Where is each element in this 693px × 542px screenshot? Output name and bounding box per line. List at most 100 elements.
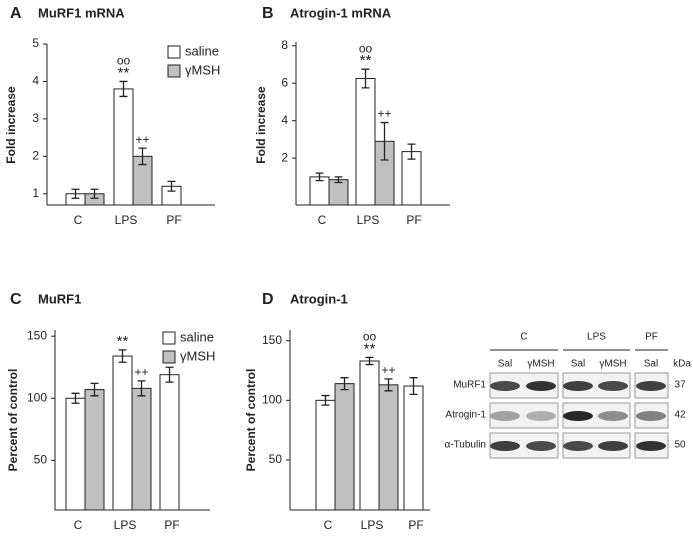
panel-letter: A [10,5,22,22]
chart-title: MuRF1 [38,291,81,306]
y-tick-label: 150 [262,333,282,347]
blot-lane-label: γMSH [527,359,554,370]
error-bar [167,180,176,192]
error-bar [407,143,416,160]
blot-lane-label: Sal [498,359,512,370]
chart-title: MuRF1 mRNA [38,5,125,20]
blot-band [563,411,593,421]
x-tick-label: PF [164,518,179,532]
blot-group-label: C [520,332,527,343]
bar [84,389,105,511]
x-tick-label: C [324,518,333,532]
x-tick-label: PF [406,213,421,227]
blot-frame [489,402,559,429]
blot-band [598,381,628,391]
y-axis-label: Percent of control [244,369,258,472]
blot-row-label: Atrogin-1 [445,410,486,421]
legend-label: saline [180,329,214,344]
bar [334,383,355,511]
significance-mark: ** [364,340,376,357]
bar [355,78,376,206]
error-bar [361,68,370,89]
legend-label: γMSH [185,62,220,77]
blot-band [526,411,556,421]
significance-mark: ** [117,333,129,350]
error-bar [90,188,99,199]
blot-band [598,411,628,421]
x-tick-label: LPS [115,213,138,227]
x-tick-label: C [74,213,83,227]
error-bar [384,378,393,392]
legend-swatch [167,45,181,59]
error-bar [118,349,127,363]
blot-row-label: α-Tubulin [444,440,486,451]
panel-letter: D [262,291,274,308]
y-tick-label: 8 [281,38,288,52]
blot-band [526,381,556,391]
blot-kda: 42 [674,410,686,421]
blot-band [490,411,520,421]
x-tick-label: LPS [361,518,384,532]
significance-mark: ++ [134,365,148,379]
bar [403,385,424,511]
bar [65,397,86,511]
bar [113,88,134,206]
y-tick-label: 50 [269,452,283,466]
blot-unit: kDa [673,359,691,370]
blot-band [526,441,556,451]
error-bar [71,188,80,199]
legend-label: saline [185,43,219,58]
blot-lane-label: γMSH [599,359,626,370]
significance-mark: ++ [381,363,395,377]
significance-mark: ** [360,52,372,69]
y-axis-label: Fold increase [4,86,18,164]
y-tick-label: 4 [32,74,39,88]
significance-mark: ** [118,64,130,81]
y-tick-label: 2 [281,150,288,164]
blot-group-label: PF [645,332,658,343]
significance-mark: ++ [377,107,391,121]
y-tick-label: 100 [27,390,47,404]
bar [159,374,180,511]
bar [378,384,399,511]
legend-swatch [162,350,176,364]
blot-band [563,381,593,391]
x-tick-label: LPS [357,213,380,227]
blot-band [490,441,520,451]
blot-band [636,441,666,451]
chart-title: Atrogin-1 [290,291,348,306]
x-tick-label: PF [166,213,181,227]
y-tick-label: 150 [27,328,47,342]
y-tick-label: 100 [262,393,282,407]
significance-mark: ++ [135,132,149,146]
y-tick-label: 4 [281,113,288,127]
error-bar [380,121,389,161]
panel-letter: B [262,5,274,22]
blot-band [490,381,520,391]
significance-mark: oo [363,330,377,344]
error-bar [137,380,146,397]
blot-kda: 50 [674,440,686,451]
x-tick-label: LPS [114,518,137,532]
y-axis-label: Percent of control [6,369,20,472]
x-tick-label: PF [408,518,423,532]
error-bar [340,377,349,391]
y-axis-label: Fold increase [254,86,268,164]
blot-row-label: MuRF1 [453,380,486,391]
blot-band [598,441,628,451]
legend-label: γMSH [180,348,215,363]
blot-band [636,411,666,421]
blot-group-label: LPS [587,332,606,343]
y-tick-label: 6 [281,75,288,89]
error-bar [315,172,324,182]
x-tick-label: C [318,213,327,227]
bar [315,399,336,511]
significance-mark: oo [359,41,373,55]
panel-letter: C [10,291,22,308]
legend-swatch [167,64,181,78]
legend-swatch [162,331,176,345]
error-bar [334,176,343,184]
significance-mark: oo [117,54,131,68]
blot-lane-label: Sal [571,359,585,370]
